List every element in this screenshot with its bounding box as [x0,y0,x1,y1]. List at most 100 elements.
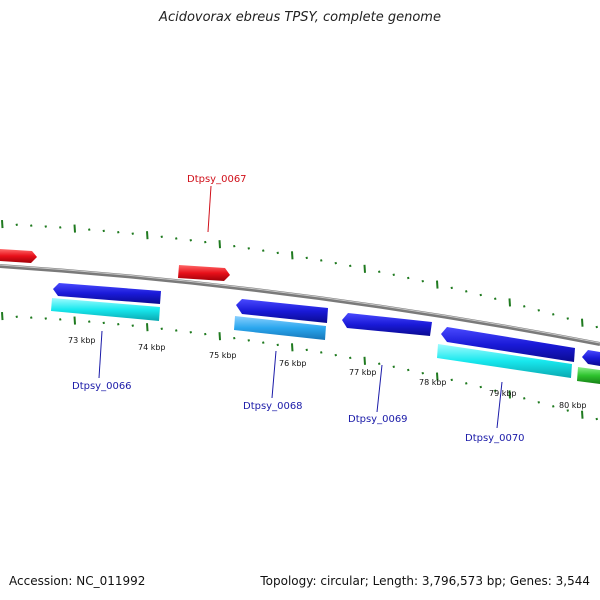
outer-tick [537,309,540,312]
inner-tick [552,405,555,408]
outer-tick [131,232,134,235]
inner-tick [262,341,265,344]
outer-tick [218,240,221,249]
outer-tick [479,293,482,297]
gene-label-dtpsy-0067: Dtpsy_0067 [187,174,247,185]
outer-tick [450,286,453,290]
inner-tick [30,316,33,319]
genome-summary-text: Topology: circular; Length: 3,796,573 bp… [260,574,590,588]
outer-tick [291,251,294,260]
gene-arrow-dtpsy-0067 [178,265,230,281]
outer-tick [523,305,526,308]
outer-tick [15,223,18,227]
inner-tick [523,397,526,400]
map-title: Acidovorax ebreus TPSY, complete genome [159,10,441,25]
inner-tick [334,353,337,357]
leader-line-0067 [207,185,212,233]
gene-arrow-dtpsy-0066 [53,283,161,304]
inner-tick [450,378,453,382]
inner-tick [218,332,221,341]
inner-tick [392,365,395,369]
inner-tick [44,317,47,320]
kbp-label: 78 kbp [419,378,447,387]
inner-tick-track [1,312,598,421]
inner-tick [102,321,105,325]
outer-tick [363,264,366,273]
outer-tick [146,231,149,240]
outer-tick [508,298,511,307]
outer-tick [566,317,569,320]
outer-tick [494,297,497,300]
leader-line-0070 [496,381,503,429]
kbp-label: 73 kbp [68,336,96,345]
outer-tick [465,290,468,293]
inner-tick [189,331,192,334]
outer-tick [320,259,323,262]
inner-tick [595,417,598,421]
outer-tick [88,228,91,231]
gene-arrow-blue-right [582,350,600,366]
inner-tick [160,327,163,331]
outer-tick [595,325,598,329]
gene-arrow-red-left [0,249,37,263]
inner-tick [378,362,381,365]
gene-arrow-dtpsy-0069 [342,313,432,336]
outer-tick [436,280,439,289]
outer-tick [305,256,308,260]
gene-label-dtpsy-0068: Dtpsy_0068 [243,401,303,412]
inner-tick [566,409,569,412]
outer-tick [233,244,236,248]
outer-tick [117,231,120,234]
gene-box-lightblue-0068 [234,316,326,340]
kbp-label: 80 kbp [559,401,587,410]
gene-label-dtpsy-0066: Dtpsy_0066 [72,381,132,392]
outer-tick [73,224,76,233]
inner-tick [1,312,4,321]
inner-tick [494,389,497,392]
kbp-label: 77 kbp [349,368,377,377]
outer-tick [102,229,105,233]
leader-line-0069 [376,364,383,413]
outer-tick [204,240,207,244]
outer-tick [392,273,395,277]
accession-text: Accession: NC_011992 [9,574,146,588]
genome-backbone [0,264,600,346]
kbp-label: 79 kbp [489,389,517,398]
inner-tick [175,329,178,332]
outer-tick [44,225,47,228]
inner-tick [508,390,511,399]
outer-tick [160,235,163,239]
inner-tick [537,401,540,404]
outer-tick [421,279,424,283]
leader-line-0066 [98,330,103,379]
inner-tick [204,332,207,336]
inner-tick [479,385,482,389]
outer-tick [334,261,337,265]
gene-box-cyan-0066 [51,298,160,321]
outer-tick-track [1,220,598,329]
inner-tick [73,316,76,325]
kbp-label: 74 kbp [138,343,166,352]
outer-tick [552,313,555,316]
outer-tick [189,239,192,242]
gene-arrow-dtpsy-0070 [441,327,575,362]
inner-tick [117,323,120,326]
inner-tick [421,371,424,375]
inner-tick [581,410,584,419]
kbp-label: 75 kbp [209,351,237,360]
inner-tick [436,372,439,381]
gene-box-cyan-0070 [437,344,572,378]
outer-tick [175,237,178,240]
kbp-label: 76 kbp [279,359,307,368]
outer-tick [59,226,62,229]
leader-line-0068 [271,350,277,399]
inner-tick [131,324,134,327]
gene-label-dtpsy-0069: Dtpsy_0069 [348,414,408,425]
outer-tick [262,249,265,252]
inner-tick [349,356,352,360]
outer-tick [378,270,381,273]
inner-tick [465,382,468,385]
inner-tick [407,368,410,372]
gene-label-dtpsy-0070: Dtpsy_0070 [465,433,525,444]
outer-tick [30,224,33,227]
